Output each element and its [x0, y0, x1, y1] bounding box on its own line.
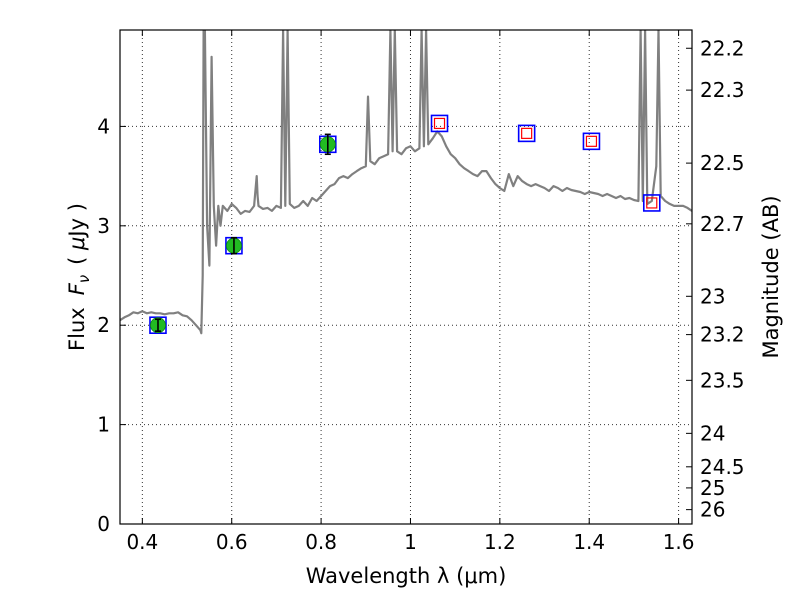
spectrum-line	[120, 30, 692, 335]
x-tick-label: 1.2	[484, 530, 516, 554]
model-photometry-box	[430, 114, 449, 133]
y-label-symbol: F	[65, 282, 89, 295]
magnitude-tick-label: 22.2	[700, 36, 745, 60]
x-tick-label: 1.4	[573, 530, 605, 554]
x-axis-label: Wavelength λ (μm)	[306, 564, 507, 588]
upper-limit-marker	[585, 135, 598, 147]
y-label-subscript: ν	[75, 275, 93, 283]
magnitude-tick-label: 26	[700, 498, 725, 522]
axis-ticks: 0.4 0.6 0.8 1 1.2 1.4 1.60123422.222.322.522.7…	[97, 30, 745, 554]
magnitude-axis-label: Magnitude (AB)	[759, 195, 783, 358]
magnitude-tick-label: 24	[700, 421, 725, 445]
y-axis-label: Flux Fν ( μJy )	[65, 203, 93, 351]
magnitude-tick-label: 22.3	[700, 78, 745, 102]
y-tick-label: 3	[97, 214, 110, 238]
upper-limit-marker	[521, 127, 533, 139]
model-photometry-box	[582, 132, 601, 151]
model-photometry-box	[149, 316, 167, 335]
y-tick-label: 0	[97, 512, 110, 536]
photometry-layer	[149, 114, 661, 335]
x-tick-label: 0.6	[216, 530, 248, 554]
y-label-unit-mu: μ	[65, 237, 89, 251]
x-tick-label: 1	[404, 530, 417, 554]
y-tick-label: 1	[97, 413, 110, 437]
x-tick-label: 0.8	[305, 530, 337, 554]
magnitude-tick-label: 22.5	[700, 151, 745, 175]
upper-limit-marker	[646, 197, 658, 209]
magnitude-tick-label: 23	[700, 284, 725, 308]
y-label-unit-open: (	[65, 250, 89, 265]
plot-frame	[119, 29, 693, 525]
grid	[120, 30, 692, 524]
y-tick-label: 4	[97, 114, 110, 138]
spectrum-layer	[120, 30, 692, 335]
x-tick-label: 0.4	[126, 530, 158, 554]
upper-limit-marker	[433, 117, 446, 130]
model-photometry-box	[642, 194, 661, 212]
magnitude-tick-label: 25	[700, 476, 725, 500]
x-tick-label: 1.6	[663, 530, 695, 554]
magnitude-tick-label: 23.2	[700, 323, 745, 347]
magnitude-tick-label: 23.5	[700, 368, 745, 392]
model-photometry-box	[517, 124, 536, 143]
magnitude-tick-label: 22.7	[700, 212, 745, 236]
y-label-prefix: Flux	[65, 307, 89, 351]
y-tick-label: 2	[97, 313, 110, 337]
y-label-unit-rest: Jy )	[65, 203, 89, 239]
magnitude-tick-label: 24.5	[700, 455, 745, 479]
